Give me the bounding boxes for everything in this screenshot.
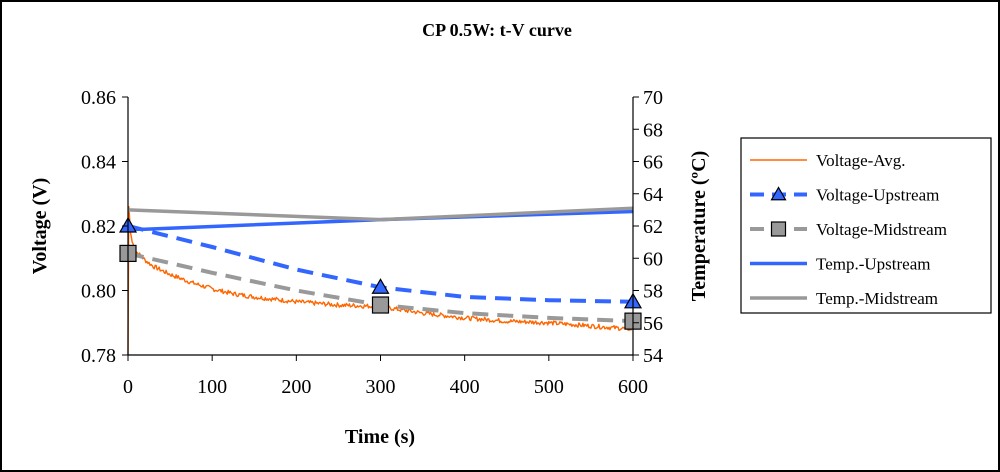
y-tick-label: 0.78 — [81, 345, 116, 367]
y-tick-label: 0.80 — [81, 281, 116, 303]
y2-tick-label: 60 — [643, 248, 663, 270]
y2-tick-label: 68 — [643, 119, 663, 141]
y2-tick-label: 66 — [643, 152, 663, 174]
chart-title: CP 0.5W: t-V curve — [422, 20, 572, 40]
y-tick-label: 0.84 — [81, 152, 116, 174]
marker-layer — [118, 216, 643, 330]
legend-marker-voltage-upstream — [770, 186, 787, 201]
legend-label-voltage-midstream: Voltage-Midstream — [816, 220, 947, 239]
y-tick-label: 0.86 — [81, 87, 116, 109]
y-tick-label: 0.82 — [81, 216, 116, 238]
y2-tick-label: 62 — [643, 216, 663, 238]
legend-label-temp-upstream: Temp.-Upstream — [816, 255, 930, 274]
x-axis-title: Time (s) — [345, 426, 415, 448]
y2-tick-label: 54 — [643, 345, 663, 367]
marker-voltage-upstream — [371, 278, 390, 294]
marker-voltage-midstream — [371, 296, 390, 314]
x-tick-label: 500 — [534, 376, 564, 398]
y-axis-title: Voltage (V) — [29, 178, 51, 274]
series-line-temp-midstream — [127, 206, 634, 222]
x-tick-label: 0 — [123, 376, 133, 398]
y2-tick-label: 58 — [643, 281, 663, 303]
y2-axis-title: Temperature (ºC) — [688, 151, 710, 301]
legend-label-voltage-avg: Voltage-Avg. — [816, 151, 906, 170]
y2-tick-label: 56 — [643, 313, 663, 335]
axes-layer: 0.78 0.80 0.82 0.84 0.86 54 56 58 60 62 64 66 68 70 0 1… — [81, 87, 663, 398]
legend: Voltage-Avg. Voltage-Upstream Voltage-Mids… — [740, 137, 992, 314]
y2-tick-label: 70 — [643, 87, 663, 109]
legend-marker-voltage-midstream — [770, 221, 787, 237]
x-tick-label: 100 — [197, 376, 227, 398]
x-tick-label: 600 — [618, 376, 648, 398]
legend-label-voltage-upstream: Voltage-Upstream — [816, 186, 939, 205]
legend-label-temp-midstream: Temp.-Midstream — [816, 289, 938, 308]
y2-tick-label: 64 — [643, 184, 663, 206]
x-tick-label: 300 — [366, 376, 396, 398]
x-tick-label: 400 — [450, 376, 480, 398]
x-tick-label: 200 — [281, 376, 311, 398]
